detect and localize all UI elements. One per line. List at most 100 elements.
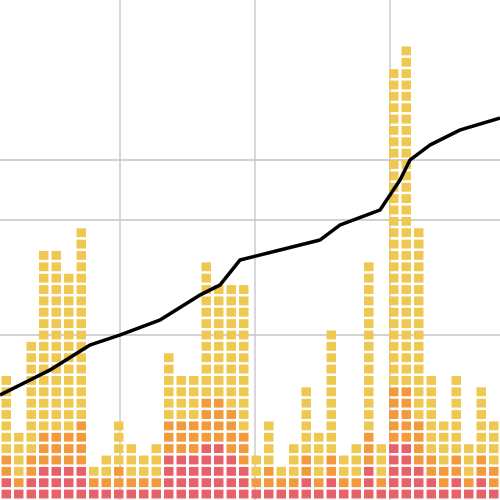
cell xyxy=(314,444,324,454)
cell xyxy=(226,364,236,374)
cell xyxy=(39,489,49,499)
cell xyxy=(26,353,36,363)
cell-stack xyxy=(364,262,374,431)
cell-stack xyxy=(314,489,324,499)
cell-stack xyxy=(126,489,136,499)
cell xyxy=(76,444,86,454)
cell xyxy=(364,398,374,408)
cell xyxy=(414,319,424,329)
cell xyxy=(389,364,399,374)
cell xyxy=(39,273,49,283)
cell xyxy=(414,387,424,397)
cell xyxy=(226,398,236,408)
cell xyxy=(176,455,186,465)
cell-stack xyxy=(464,478,474,488)
cell-stack xyxy=(339,489,349,499)
cell xyxy=(51,489,61,499)
cell xyxy=(176,466,186,476)
cell xyxy=(239,444,249,454)
cell xyxy=(201,319,211,329)
cell-stack xyxy=(76,466,86,499)
cell-stack xyxy=(201,398,211,442)
cell xyxy=(201,296,211,306)
cell xyxy=(464,444,474,454)
cell xyxy=(401,444,411,454)
cell xyxy=(239,307,249,317)
cell xyxy=(401,353,411,363)
cell xyxy=(276,489,286,499)
cell xyxy=(239,330,249,340)
cell xyxy=(51,285,61,294)
cell xyxy=(26,410,36,419)
cell-stack xyxy=(201,262,211,397)
cell xyxy=(51,455,61,465)
cell xyxy=(364,478,374,488)
cell xyxy=(326,489,336,499)
cell xyxy=(226,330,236,340)
cell xyxy=(426,387,436,397)
cell xyxy=(76,398,86,408)
cell xyxy=(401,455,411,465)
cell xyxy=(389,444,399,454)
cell xyxy=(51,330,61,340)
cell-stack xyxy=(301,387,311,454)
cell xyxy=(51,444,61,454)
cell xyxy=(339,489,349,499)
cell xyxy=(339,455,349,465)
cell xyxy=(176,444,186,454)
cell xyxy=(51,376,61,385)
cell xyxy=(14,444,24,454)
cell xyxy=(401,194,411,204)
cell xyxy=(239,478,249,488)
cell xyxy=(426,466,436,476)
cell xyxy=(264,478,274,488)
cell xyxy=(201,285,211,294)
cell xyxy=(64,398,74,408)
cell xyxy=(201,353,211,363)
cell xyxy=(201,262,211,272)
cell xyxy=(239,455,249,465)
cell xyxy=(401,319,411,329)
cell xyxy=(289,478,299,488)
cell xyxy=(401,262,411,272)
cell xyxy=(264,455,274,465)
cell-stack xyxy=(51,432,61,465)
cell-stack xyxy=(26,455,36,476)
cell xyxy=(401,398,411,408)
cell xyxy=(1,432,11,442)
cell xyxy=(14,455,24,465)
cell xyxy=(414,466,424,476)
cell xyxy=(176,432,186,442)
cell xyxy=(464,466,474,476)
cell xyxy=(39,251,49,260)
cell xyxy=(26,444,36,454)
cell xyxy=(426,421,436,431)
cell xyxy=(326,387,336,397)
cell xyxy=(39,285,49,294)
cell xyxy=(164,364,174,374)
cell xyxy=(439,432,449,442)
cell xyxy=(401,57,411,67)
cell xyxy=(476,387,486,397)
cell xyxy=(314,489,324,499)
cell xyxy=(64,455,74,465)
cell xyxy=(189,478,199,488)
cell xyxy=(1,376,11,385)
cell xyxy=(289,489,299,499)
cell xyxy=(326,455,336,465)
cell-stack xyxy=(364,466,374,499)
cell-stack xyxy=(464,489,474,499)
cell xyxy=(226,319,236,329)
cell xyxy=(389,285,399,294)
cell xyxy=(476,455,486,465)
cell-stack xyxy=(164,421,174,454)
cell xyxy=(351,478,361,488)
cell xyxy=(214,376,224,385)
cell xyxy=(389,307,399,317)
cell xyxy=(64,330,74,340)
cell xyxy=(364,341,374,351)
cell-stack xyxy=(214,444,224,499)
cell xyxy=(489,421,499,431)
cell xyxy=(414,239,424,249)
cell xyxy=(364,273,374,283)
